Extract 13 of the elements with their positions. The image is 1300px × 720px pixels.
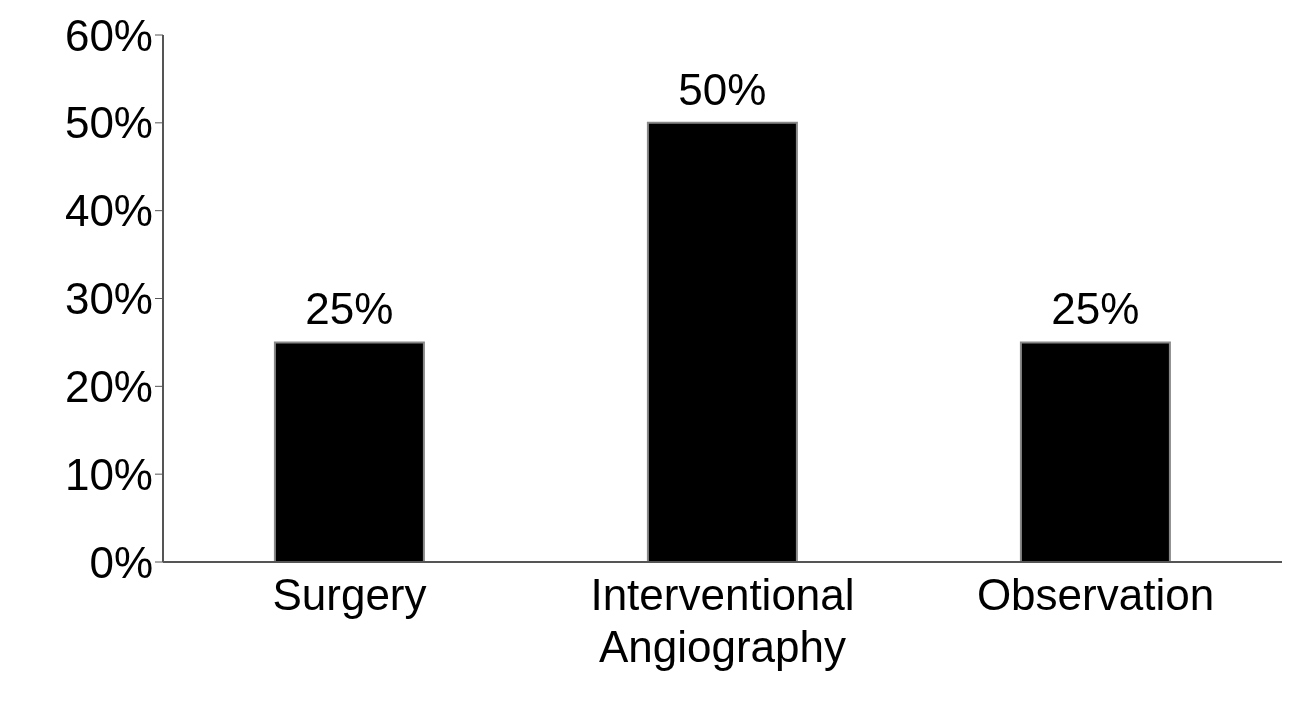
y-tick-label: 30% [64,274,153,324]
x-tick-label: Observation [976,570,1215,619]
data-label: 25% [305,284,394,334]
y-tick-label: 20% [64,361,153,411]
y-tick-label: 40% [64,186,153,236]
y-tick-label: 10% [64,449,153,499]
y-tick-label: 0% [89,537,153,587]
x-tick-label: Interventional Angiography [590,570,855,671]
y-tick-label: 60% [64,10,153,60]
data-label: 50% [678,64,767,114]
data-label: 25% [1051,284,1140,334]
x-tick-label: Surgery [272,570,427,619]
y-tick-label: 50% [64,98,153,148]
